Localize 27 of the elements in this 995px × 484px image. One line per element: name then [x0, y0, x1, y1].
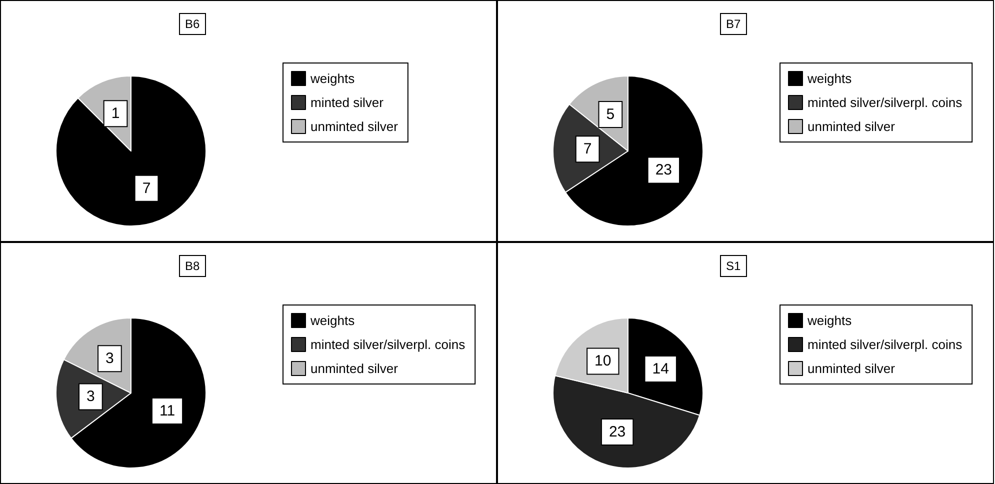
data-label: 3	[86, 388, 95, 406]
legend-label: unminted silver	[808, 361, 896, 376]
legend-label: minted silver	[310, 95, 384, 110]
data-label: 11	[159, 402, 176, 420]
legend-label: weights	[310, 71, 356, 86]
data-label: 23	[655, 162, 672, 179]
legend-label: minted silver/silverpl. coins	[808, 337, 963, 352]
legend-label: weights	[310, 313, 356, 328]
legend-label: weights	[806, 313, 852, 328]
legend-label: unminted silver	[808, 119, 896, 134]
legend-label: minted silver/silverpl. coins	[310, 337, 466, 352]
data-label: 3	[106, 350, 114, 368]
chart-title: S1	[726, 259, 742, 273]
data-label: 5	[606, 106, 615, 124]
data-label: 7	[583, 140, 592, 158]
legend-label: weights	[806, 71, 852, 86]
data-label: 10	[594, 352, 612, 370]
data-label: 23	[608, 424, 626, 441]
data-label: 1	[111, 105, 120, 122]
legend-label: minted silver/silverpl. coins	[808, 95, 963, 110]
legend-label: unminted silver	[310, 119, 399, 134]
chart-title: B8	[185, 259, 200, 273]
data-label: 14	[652, 360, 669, 378]
legend-label: unminted silver	[310, 361, 399, 376]
data-label: 7	[142, 180, 151, 197]
chart-title: B6	[185, 17, 200, 31]
chart-title: B7	[726, 17, 742, 31]
